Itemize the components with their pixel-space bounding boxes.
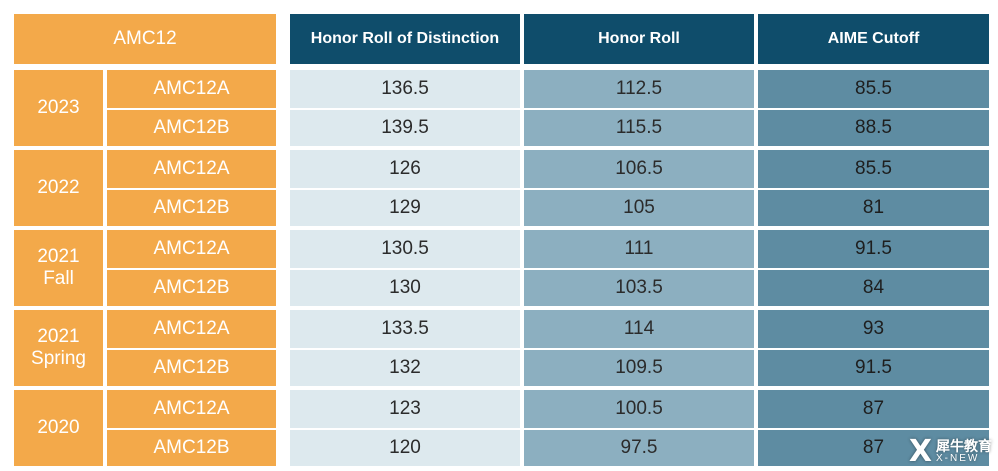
watermark-en: X-NEW [936, 453, 980, 465]
aime-cell: 88.5 [758, 110, 989, 146]
exam-cell: AMC12B [107, 270, 276, 306]
aime-cell: 84 [758, 270, 989, 306]
year-cell: 2021 Spring [14, 310, 103, 386]
honor-cell: 114 [524, 310, 754, 348]
watermark-text: 犀牛教育 X-NEW [936, 439, 992, 464]
honor-cell: 105 [524, 190, 754, 226]
exam-cell: AMC12A [107, 390, 276, 428]
honor-cell: 100.5 [524, 390, 754, 428]
aime-cell: 87 [758, 430, 989, 466]
distinction-cell: 120 [290, 430, 520, 466]
honor-cell: 109.5 [524, 350, 754, 386]
distinction-cell: 130 [290, 270, 520, 306]
distinction-cell: 132 [290, 350, 520, 386]
header-honor-roll: Honor Roll [524, 14, 754, 64]
honor-cell: 111 [524, 230, 754, 268]
exam-cell: AMC12B [107, 430, 276, 466]
exam-cell: AMC12B [107, 110, 276, 146]
aime-cell: 91.5 [758, 230, 989, 268]
honor-cell: 97.5 [524, 430, 754, 466]
exam-cell: AMC12B [107, 350, 276, 386]
distinction-cell: 133.5 [290, 310, 520, 348]
distinction-cell: 126 [290, 150, 520, 188]
exam-cell: AMC12A [107, 310, 276, 348]
aime-cell: 81 [758, 190, 989, 226]
aime-cell: 85.5 [758, 150, 989, 188]
honor-cell: 112.5 [524, 70, 754, 108]
amc12-header: AMC12 [14, 14, 276, 64]
year-cell: 2022 [14, 150, 103, 226]
honor-cell: 106.5 [524, 150, 754, 188]
aime-cell: 91.5 [758, 350, 989, 386]
distinction-cell: 129 [290, 190, 520, 226]
distinction-cell: 130.5 [290, 230, 520, 268]
year-cell: 2020 [14, 390, 103, 466]
x-logo-icon: X [908, 434, 932, 469]
header-aime-cutoff: AIME Cutoff [758, 14, 989, 64]
year-cell: 2021 Fall [14, 230, 103, 306]
exam-cell: AMC12A [107, 150, 276, 188]
honor-cell: 115.5 [524, 110, 754, 146]
watermark-cn: 犀牛教育 [936, 438, 992, 455]
distinction-cell: 136.5 [290, 70, 520, 108]
honor-cell: 103.5 [524, 270, 754, 306]
year-cell: 2023 [14, 70, 103, 146]
watermark-logo: X 犀牛教育 X-NEW [909, 437, 992, 467]
distinction-cell: 123 [290, 390, 520, 428]
exam-cell: AMC12A [107, 70, 276, 108]
distinction-cell: 139.5 [290, 110, 520, 146]
exam-cell: AMC12A [107, 230, 276, 268]
aime-cell: 87 [758, 390, 989, 428]
aime-cell: 93 [758, 310, 989, 348]
exam-cell: AMC12B [107, 190, 276, 226]
header-honor-roll-distinction: Honor Roll of Distinction [290, 14, 520, 64]
aime-cell: 85.5 [758, 70, 989, 108]
